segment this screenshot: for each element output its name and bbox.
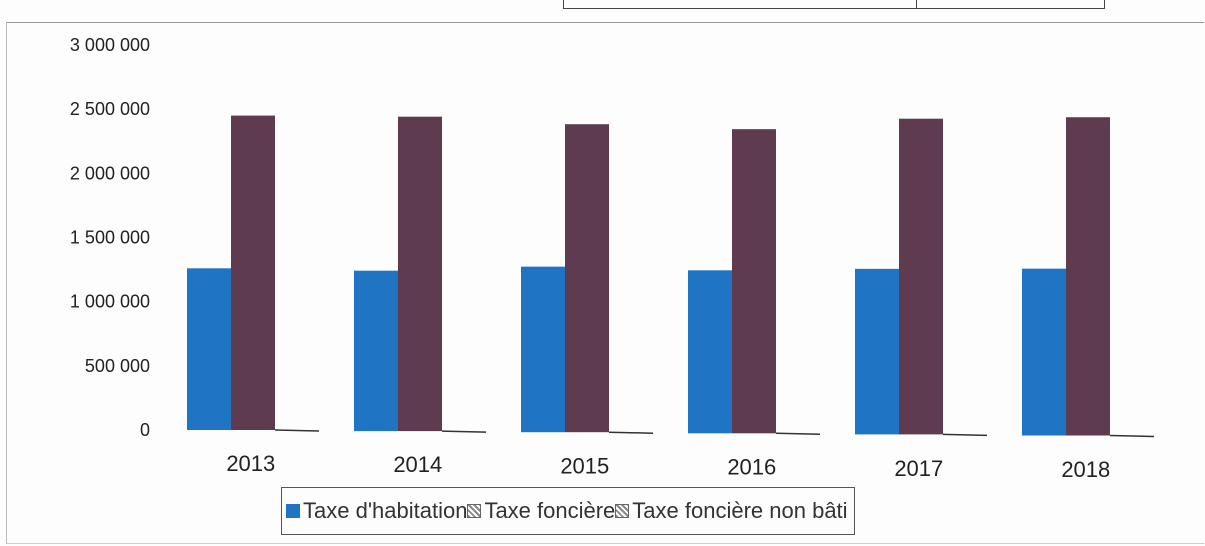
legend-item: Taxe foncière (467, 498, 615, 524)
bars (187, 115, 1155, 438)
bar-taxe-fonciere-non-bati-2017 (942, 433, 988, 437)
bar-taxe-fonciere-non-bati-2014 (441, 430, 487, 433)
x-tick-label: 2016 (727, 455, 776, 480)
bar-taxe-fonciere-2014 (398, 116, 442, 432)
x-tick-label: 2015 (560, 453, 609, 478)
legend-swatch (615, 504, 630, 518)
legend-label: Taxe foncière non bâti (632, 498, 848, 523)
chart-frame (6, 22, 1204, 544)
y-tick-label: 500 000 (85, 356, 150, 376)
x-tick-label: 2014 (393, 452, 442, 477)
y-axis-ticks: 0 500 000 1 000 000 1 500 000 2 000 000 2 500… (70, 35, 150, 440)
y-tick-label: 2 000 000 (70, 163, 150, 183)
legend-label: Taxe foncière (484, 498, 616, 523)
legend: Taxe d'habitation Taxe foncière Taxe fonci… (281, 487, 855, 535)
legend-swatch (467, 504, 482, 518)
x-tick-label: 2018 (1061, 457, 1110, 482)
bar-taxe-fonciere-non-bati-2016 (775, 432, 821, 436)
legend-swatch (286, 504, 300, 518)
x-tick-label: 2013 (226, 451, 275, 476)
legend-item: Taxe d'habitation (286, 498, 467, 524)
bar-taxe-fonciere-non-bati-2018 (1109, 434, 1155, 438)
bar-taxe-fonciere-2015 (565, 124, 609, 433)
bar-taxe-habitation-2016 (688, 270, 732, 434)
bar-taxe-habitation-2015 (521, 266, 565, 433)
bar-taxe-habitation-2017 (855, 268, 899, 435)
header-box-divider (916, 0, 917, 8)
bar-taxe-fonciere-2013 (231, 115, 275, 430)
y-tick-label: 2 500 000 (70, 99, 150, 119)
y-tick-label: 1 500 000 (70, 228, 150, 248)
bar-taxe-habitation-2013 (187, 268, 231, 430)
bar-taxe-fonciere-non-bati-2015 (608, 431, 654, 434)
legend-label: Taxe d'habitation (303, 498, 468, 523)
x-tick-label: 2017 (894, 456, 943, 481)
header-box (563, 0, 1105, 9)
bar-taxe-fonciere-2017 (899, 118, 943, 435)
x-axis-ticks: 2013 2014 2015 2016 2017 2018 (226, 451, 1110, 482)
legend-item: Taxe foncière non bâti (615, 498, 848, 524)
bar-taxe-fonciere-non-bati-2013 (274, 429, 320, 432)
y-tick-label: 3 000 000 (70, 35, 150, 55)
y-tick-label: 1 000 000 (70, 292, 150, 312)
bar-taxe-fonciere-2016 (732, 129, 776, 434)
bar-taxe-fonciere-2018 (1066, 117, 1110, 436)
bar-taxe-habitation-2014 (354, 270, 398, 432)
bar-taxe-habitation-2018 (1022, 268, 1066, 436)
y-tick-label: 0 (140, 420, 150, 440)
